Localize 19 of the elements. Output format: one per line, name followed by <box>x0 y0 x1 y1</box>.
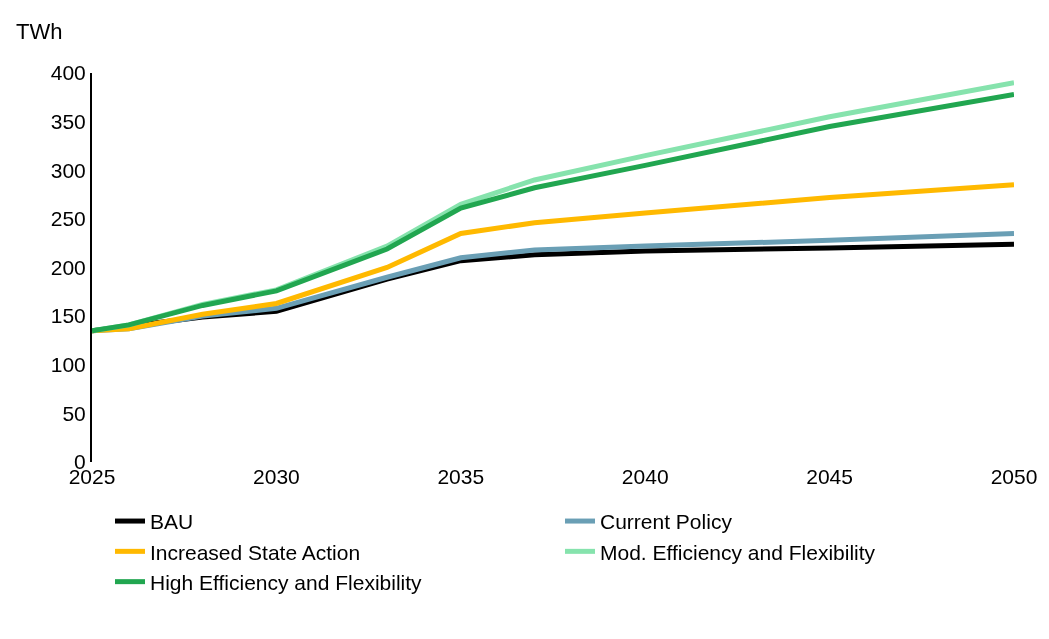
y-tick-label: 300 <box>50 158 86 182</box>
y-tick-label: 250 <box>50 207 86 231</box>
y-tick-label: 150 <box>50 304 86 328</box>
y-tick-label: 200 <box>50 255 86 279</box>
legend-label: High Efficiency and Flexibility <box>150 570 423 594</box>
y-tick-label: 50 <box>62 401 86 425</box>
y-tick-label: 100 <box>50 353 86 377</box>
legend-label: BAU <box>150 510 194 534</box>
x-tick-label: 2035 <box>437 465 485 488</box>
x-tick-label: 2030 <box>253 465 300 488</box>
legend-label: Current Policy <box>600 510 733 534</box>
y-tick-label: 400 <box>50 61 86 85</box>
x-tick-label: 2050 <box>990 465 1038 488</box>
legend-label: Mod. Efficiency and Flexibility <box>600 540 876 564</box>
y-axis-title: TWh <box>16 19 63 44</box>
x-tick-label: 2040 <box>621 465 669 488</box>
legend-label: Increased State Action <box>150 540 361 564</box>
y-tick-label: 350 <box>50 109 86 133</box>
x-tick-label: 2045 <box>806 465 853 488</box>
